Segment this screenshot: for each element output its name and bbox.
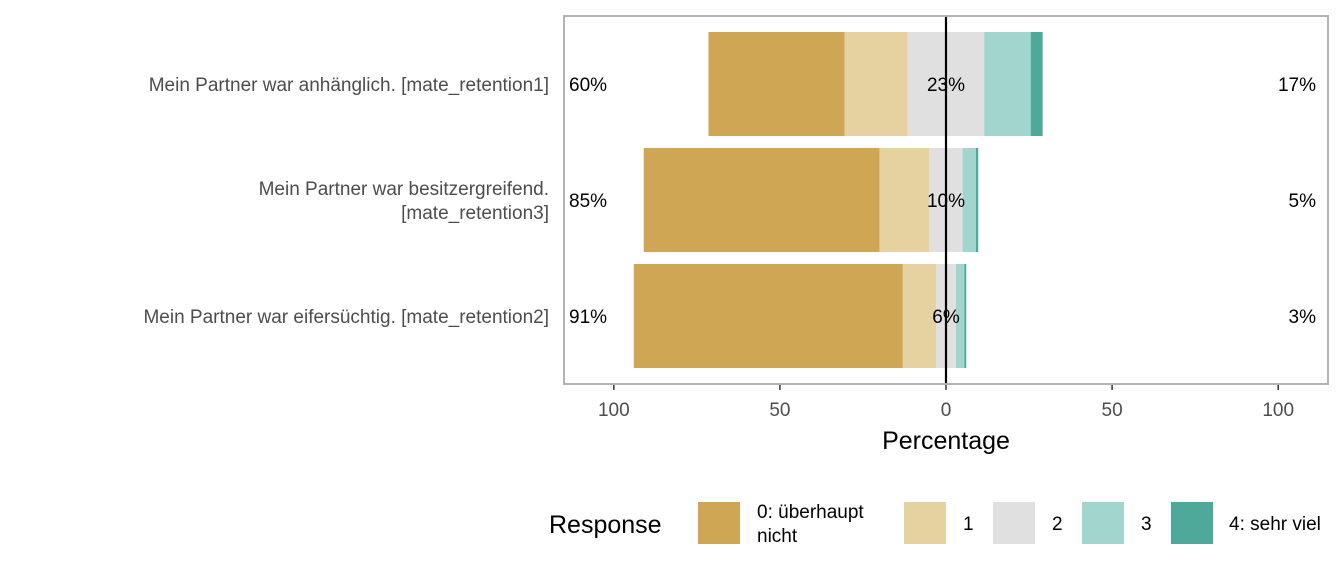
x-tick-label: 50 bbox=[769, 400, 790, 421]
x-tick-label: 100 bbox=[598, 400, 630, 421]
neutral-pct-label: 23% bbox=[927, 75, 965, 96]
low-pct-label: 85% bbox=[569, 191, 607, 212]
legend-label: nicht bbox=[757, 526, 798, 547]
panel-border bbox=[563, 15, 1329, 385]
bar-segment bbox=[643, 148, 880, 252]
legend-label: 1 bbox=[963, 514, 974, 535]
legend-title: Response bbox=[549, 511, 662, 539]
item-label: [mate_retention3] bbox=[401, 203, 549, 224]
legend-key bbox=[902, 500, 948, 546]
bar-segment bbox=[633, 264, 903, 368]
x-tick-label: 0 bbox=[941, 400, 952, 421]
low-pct-label: 91% bbox=[569, 307, 607, 328]
legend-label: 0: überhaupt bbox=[757, 502, 864, 523]
neutral-pct-label: 6% bbox=[932, 307, 960, 328]
bar-segment bbox=[902, 264, 937, 368]
legend: Response 0: überhaupt nicht 1 2 3 4: sehr viel bbox=[549, 500, 1321, 547]
bar-segment bbox=[1030, 32, 1043, 136]
high-pct-label: 3% bbox=[1289, 307, 1317, 328]
bar-segment bbox=[844, 32, 908, 136]
high-pct-label: 5% bbox=[1289, 191, 1317, 212]
x-tick-label: 50 bbox=[1102, 400, 1123, 421]
bar-segment bbox=[975, 148, 979, 252]
bar-layer bbox=[563, 15, 1329, 385]
legend-key bbox=[1080, 500, 1126, 546]
legend-label: 4: sehr viel bbox=[1229, 514, 1321, 535]
item-label: Mein Partner war anhänglich. [mate_reten… bbox=[149, 75, 549, 96]
legend-label: 2 bbox=[1052, 514, 1063, 535]
bar-segment bbox=[955, 264, 965, 368]
legend-key bbox=[696, 500, 742, 546]
bar-segment bbox=[962, 148, 976, 252]
high-pct-label: 17% bbox=[1278, 75, 1316, 96]
legend-label: 3 bbox=[1141, 514, 1152, 535]
x-axis-title: Percentage bbox=[882, 427, 1010, 455]
item-label: Mein Partner war besitzergreifend. bbox=[259, 179, 549, 200]
bar-segment bbox=[879, 148, 930, 252]
neutral-pct-label: 10% bbox=[927, 191, 965, 212]
bar-segment bbox=[964, 264, 967, 368]
bar-segment bbox=[984, 32, 1031, 136]
low-pct-label: 60% bbox=[569, 75, 607, 96]
x-tick-label: 100 bbox=[1262, 400, 1294, 421]
item-label: Mein Partner war eifersüchtig. [mate_ret… bbox=[143, 307, 549, 328]
text-layer: Mein Partner war anhänglich. [mate_reten… bbox=[143, 75, 1316, 455]
legend-key bbox=[991, 500, 1037, 546]
legend-key bbox=[1169, 500, 1215, 546]
bar-segment bbox=[708, 32, 845, 136]
